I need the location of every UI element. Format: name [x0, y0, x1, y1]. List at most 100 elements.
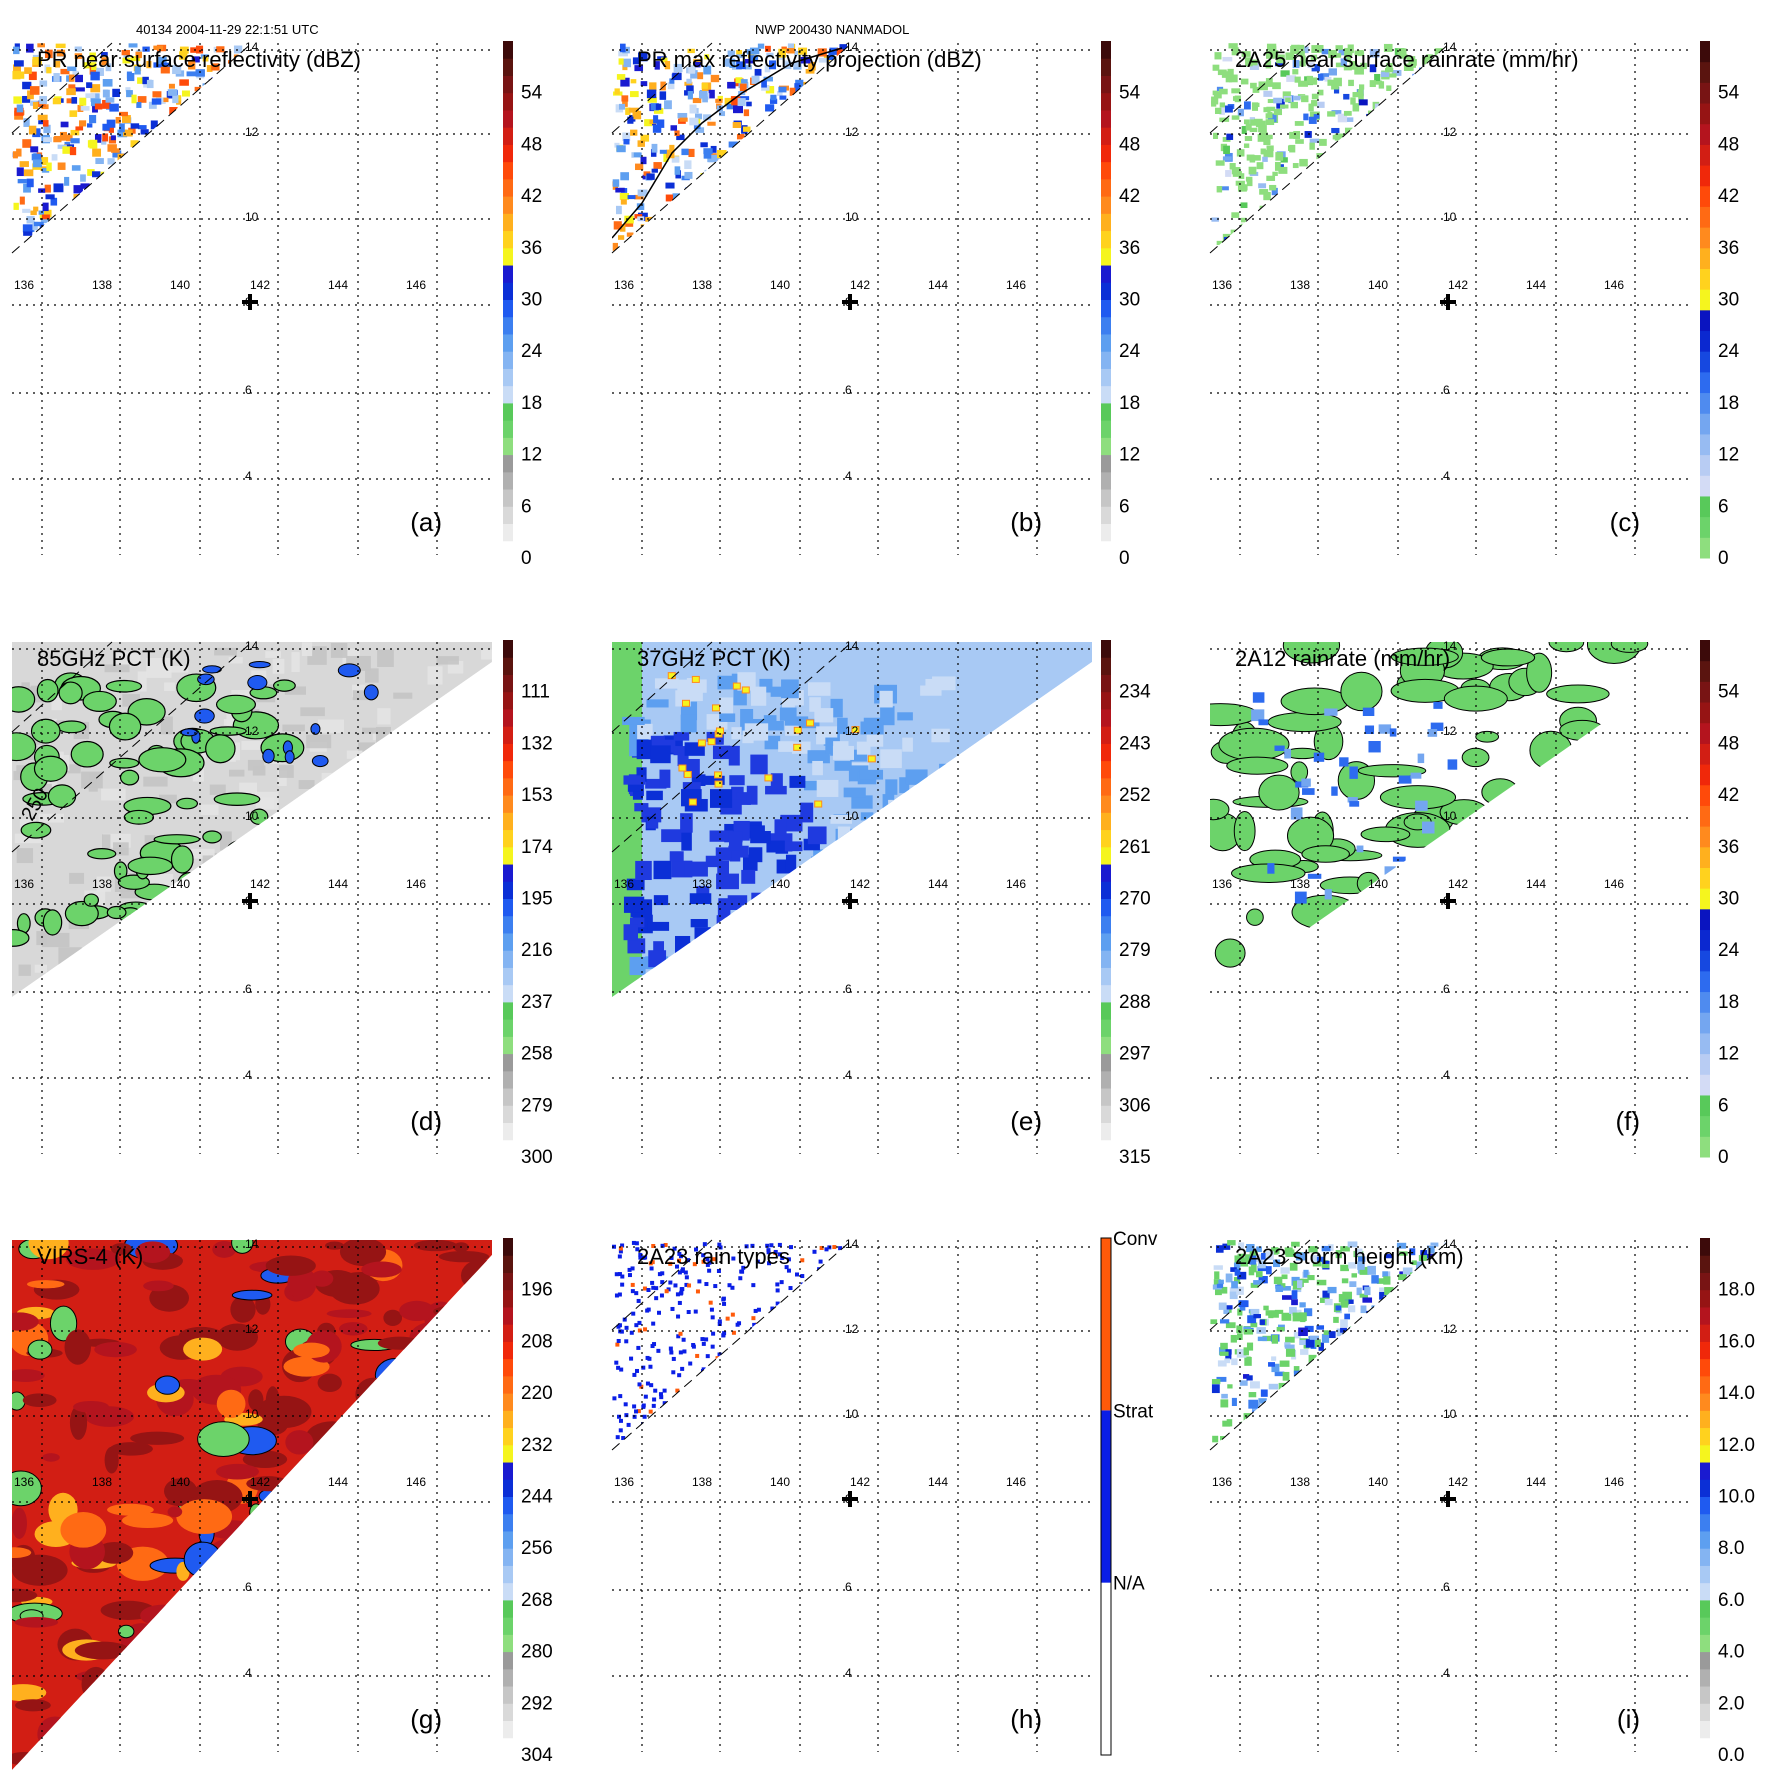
panel-i-data [1210, 1240, 1450, 1450]
colorbar-label: 252 [1119, 785, 1151, 806]
colorbar-label: 234 [1119, 682, 1151, 703]
colorbar-segment [1700, 826, 1710, 848]
colorbar-label: 2.0 [1718, 1693, 1744, 1714]
colorbar-segment [1101, 760, 1111, 779]
panel-label: (a) [410, 507, 442, 537]
colorbar-label: 315 [1119, 1147, 1151, 1168]
colorbar-label: 54 [1718, 682, 1740, 703]
lon-tick-label: 140 [770, 278, 790, 292]
colorbar-segment [503, 640, 513, 658]
colorbar-label: 306 [1119, 1095, 1151, 1116]
colorbar-segment [503, 489, 513, 507]
colorbar-segment [503, 1272, 513, 1291]
lon-tick-label: 146 [1604, 877, 1624, 891]
colorbar-segment [1101, 437, 1111, 456]
lat-tick-label: 10 [845, 1407, 859, 1421]
colorbar-segment [1700, 268, 1710, 290]
panel-h-data [612, 1240, 852, 1450]
colorbar-segment [1101, 915, 1111, 934]
colorbar-label: 232 [521, 1435, 553, 1456]
colorbar-segment [1700, 1599, 1710, 1618]
lon-tick-label: 138 [1290, 278, 1310, 292]
colorbar-label: 54 [521, 83, 543, 104]
colorbar-segment [1101, 691, 1111, 710]
colorbar-segment [1101, 829, 1111, 848]
colorbar-segment [1700, 1703, 1710, 1722]
colorbar-segment [503, 316, 513, 335]
colorbar-label: Strat [1113, 1401, 1154, 1422]
storm-center-marker [242, 1491, 258, 1507]
colorbar-label: 36 [1119, 238, 1140, 259]
lon-tick-label: 140 [1368, 278, 1388, 292]
colorbar-segment [503, 726, 513, 744]
panel-title: 2A12 rainrate (mm/hr) [1235, 646, 1450, 671]
colorbar-segment [503, 1479, 513, 1497]
colorbar-g: 304 292 280 268 256 244 232 220 208 196 [503, 1238, 553, 1766]
panel-g-data [12, 1240, 492, 1770]
lon-tick-label: 136 [14, 877, 34, 891]
colorbar-segment [1700, 1053, 1710, 1075]
colorbar-segment [1101, 265, 1111, 283]
colorbar-label: 6 [521, 496, 532, 517]
colorbar-segment [1101, 127, 1111, 145]
lon-tick-label: 146 [1604, 278, 1624, 292]
colorbar-label: 30 [1718, 889, 1739, 910]
lat-tick-label: 12 [845, 125, 859, 139]
colorbar-segment [1101, 41, 1111, 59]
colorbar-segment [1101, 932, 1111, 951]
lat-tick-label: 4 [1443, 1068, 1450, 1082]
lat-tick-label: 12 [245, 724, 259, 738]
colorbar-segment [503, 178, 513, 197]
colorbar-segment [1101, 777, 1111, 796]
lat-tick-label: 10 [1443, 1407, 1457, 1421]
colorbar-label: 0 [1718, 548, 1729, 569]
colorbar-segment [1101, 812, 1111, 831]
panel-title: 2A25 near surface rainrate (mm/hr) [1235, 47, 1579, 72]
colorbar-segment [1700, 1617, 1710, 1635]
colorbar-segment [1700, 309, 1710, 332]
lon-tick-label: 142 [250, 877, 270, 891]
colorbar-segment [1700, 1324, 1710, 1342]
colorbar-b: 0 6 12 18 24 30 36 42 48 54 [1101, 41, 1141, 569]
colorbar-segment [1700, 1094, 1710, 1117]
colorbar-label: 48 [1119, 134, 1140, 155]
colorbar-segment [1700, 516, 1710, 538]
colorbar-segment [503, 1341, 513, 1360]
colorbar-segment [503, 1651, 513, 1670]
lon-tick-label: 144 [1526, 278, 1546, 292]
colorbar-segment [503, 1582, 513, 1601]
colorbar-segment [1101, 75, 1111, 94]
colorbar-segment [1700, 495, 1710, 518]
panel-title: 85GHz PCT (K) [37, 646, 191, 671]
colorbar-segment [1101, 144, 1111, 163]
lat-tick-label: 4 [845, 469, 852, 483]
colorbar-segment [1700, 413, 1710, 435]
colorbar-label: 42 [521, 186, 542, 207]
colorbar-segment [1700, 1032, 1710, 1055]
colorbar-segment [1101, 1088, 1111, 1106]
colorbar-label: 6 [1718, 1095, 1729, 1116]
colorbar-segment [1700, 764, 1710, 786]
colorbar-segment [1700, 1341, 1710, 1360]
colorbar-segment [1101, 1139, 1111, 1158]
lon-tick-label: 140 [1368, 1475, 1388, 1489]
colorbar-segment [503, 1306, 513, 1325]
colorbar-segment [503, 1410, 513, 1429]
colorbar-segment [1101, 247, 1111, 266]
colorbar-segment [1700, 846, 1710, 868]
colorbar-label: 258 [521, 1044, 553, 1065]
lon-tick-label: 146 [1604, 1475, 1624, 1489]
colorbar-label: 216 [521, 940, 553, 961]
lat-tick-label: 10 [245, 210, 259, 224]
colorbar-segment [503, 351, 513, 369]
colorbar-segment [1700, 351, 1710, 373]
lon-tick-label: 138 [692, 877, 712, 891]
colorbar-label: 304 [521, 1745, 553, 1766]
colorbar-segment [1101, 333, 1111, 352]
lon-tick-label: 142 [250, 278, 270, 292]
colorbar-segment [503, 1444, 513, 1463]
colorbar-segment [1101, 881, 1111, 899]
colorbar-label: 6 [1718, 496, 1729, 517]
